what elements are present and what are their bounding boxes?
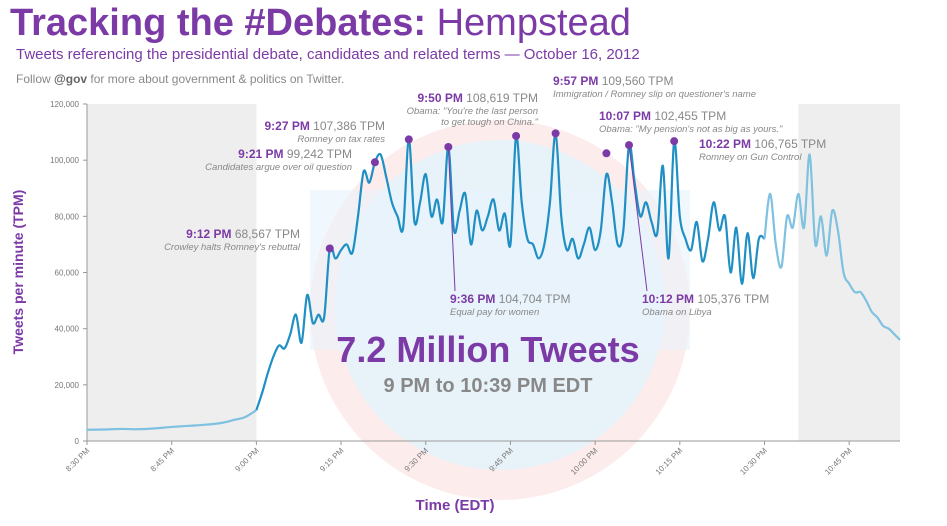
x-tick-label: 10:45 PM <box>823 446 854 477</box>
annotation-time: 9:27 PM <box>264 119 313 133</box>
follow-prefix: Follow <box>16 72 51 86</box>
annotation-time: 9:21 PM <box>238 147 287 161</box>
annotation-time: 10:12 PM <box>642 292 697 306</box>
annotation-time: 10:07 PM <box>599 109 654 123</box>
page-subtitle: Tweets referencing the presidential deba… <box>16 46 640 63</box>
title-light: Hempstead <box>436 2 631 44</box>
annotation-note: Obama: "My pension's not as big as yours… <box>599 124 783 135</box>
annotation-note: Obama: "You're the last person <box>407 106 538 117</box>
x-axis-title: Time (EDT) <box>416 497 495 514</box>
follow-line: Follow @gov for more about government & … <box>16 72 344 86</box>
annotation-note: Romney on tax rates <box>297 134 385 145</box>
annotation-time-label: 10:07 PM 102,455 TPM <box>599 109 726 123</box>
y-tick-label: 40,000 <box>55 325 80 334</box>
annotation-marker <box>551 129 560 138</box>
annotation-tpm: 109,560 TPM <box>602 74 674 88</box>
follow-suffix: for more about government & politics on … <box>90 72 345 86</box>
annotation-time: 9:36 PM <box>450 292 499 306</box>
annotation-marker <box>404 135 413 144</box>
annotation-time-label: 10:22 PM 106,765 TPM <box>699 137 826 151</box>
y-tick-label: 60,000 <box>55 269 80 278</box>
annotation-time-label: 9:50 PM 108,619 TPM <box>417 91 538 105</box>
annotation-marker <box>670 137 679 146</box>
x-tick-label: 9:00 PM <box>233 446 261 474</box>
annotation-note: Obama on Libya <box>642 307 712 318</box>
x-tick-label: 8:45 PM <box>149 446 177 474</box>
x-tick-label: 10:15 PM <box>654 446 685 477</box>
annotation-time-label: 9:21 PM 99,242 TPM <box>238 147 352 161</box>
annotation-tpm: 104,704 TPM <box>499 292 571 306</box>
post-debate-shade <box>798 104 900 441</box>
annotation-tpm: 106,765 TPM <box>754 137 826 151</box>
emblem-band <box>310 190 690 350</box>
annotation-time-label: 9:27 PM 107,386 TPM <box>264 119 385 133</box>
pre-debate-shade <box>87 104 257 441</box>
annotation-note: Equal pay for women <box>450 307 539 318</box>
annotation-note: Romney on Gun Control <box>699 152 802 163</box>
annotation-marker <box>602 149 611 158</box>
annotation-note: Immigration / Romney slip on questioner'… <box>553 89 756 100</box>
series-line-post-debate <box>763 153 901 341</box>
headline-time-range: 9 PM to 10:39 PM EDT <box>384 375 593 397</box>
annotation-marker <box>325 244 334 253</box>
y-tick-label: 0 <box>75 437 80 446</box>
annotation-marker <box>370 158 379 167</box>
series-line-pre-debate <box>86 409 257 431</box>
x-tick-label: 9:15 PM <box>318 446 346 474</box>
annotation-time-label: 10:12 PM 105,376 TPM <box>642 292 769 306</box>
title-bold: Tracking the #Debates: <box>10 2 427 44</box>
series-line-debate <box>255 132 766 411</box>
annotation-time-label: 9:57 PM 109,560 TPM <box>553 74 674 88</box>
y-tick-label: 80,000 <box>55 212 80 221</box>
annotation-tpm: 105,376 TPM <box>697 292 769 306</box>
annotation-time-label: 9:12 PM 68,567 TPM <box>186 227 300 241</box>
annotation-leader <box>447 146 456 292</box>
y-tick-label: 100,000 <box>50 156 79 165</box>
annotation-time-label: 9:36 PM 104,704 TPM <box>450 292 571 306</box>
annotation-tpm: 107,386 TPM <box>313 119 385 133</box>
annotation-marker <box>512 131 521 140</box>
annotation-time: 9:57 PM <box>553 74 602 88</box>
annotation-time: 10:22 PM <box>699 137 754 151</box>
annotation-marker <box>625 141 633 150</box>
annotation-tpm: 99,242 TPM <box>287 147 352 161</box>
annotation-time: 9:12 PM <box>186 227 235 241</box>
y-tick-label: 120,000 <box>50 100 79 109</box>
annotation-marker <box>444 142 453 151</box>
annotation-leader <box>628 145 648 292</box>
annotation-tpm: 108,619 TPM <box>466 91 538 105</box>
page-title: Tracking the #Debates: Hempstead <box>10 2 631 45</box>
y-axis-title: Tweets per minute (TPM) <box>10 190 26 355</box>
annotation-note: to get tough on China." <box>441 117 538 128</box>
x-tick-label: 8:30 PM <box>64 446 92 474</box>
y-tick-label: 20,000 <box>55 381 80 390</box>
annotation-tpm: 102,455 TPM <box>654 109 726 123</box>
follow-handle-link[interactable]: @gov <box>54 72 88 86</box>
headline-total-tweets: 7.2 Million Tweets <box>336 329 639 370</box>
annotation-time: 9:50 PM <box>417 91 466 105</box>
annotation-note: Crowley halts Romney's rebuttal <box>164 242 301 253</box>
annotation-tpm: 68,567 TPM <box>235 227 300 241</box>
annotation-note: Candidates argue over oil question <box>205 162 352 173</box>
x-tick-label: 10:30 PM <box>738 446 769 477</box>
